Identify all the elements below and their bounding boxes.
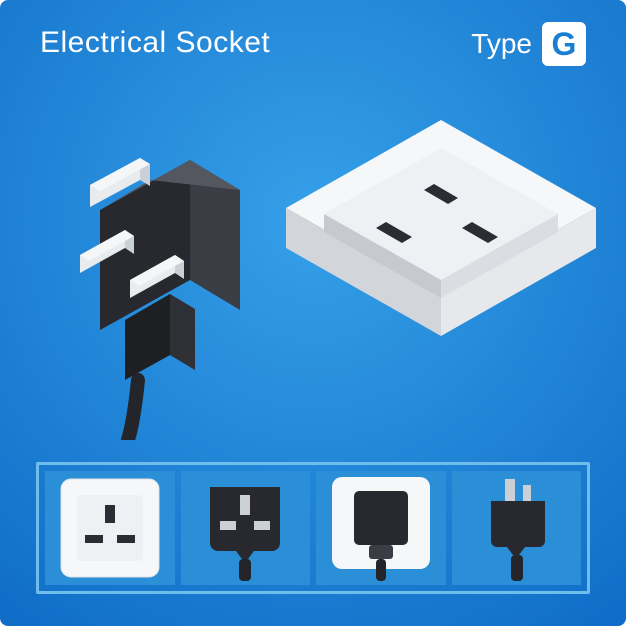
socket-plugged-icon (326, 473, 436, 583)
thumb-socket-front (45, 471, 175, 585)
socket-isometric-icon (276, 110, 606, 440)
plug-side-icon (461, 473, 571, 583)
thumb-socket-plugged (316, 471, 446, 585)
main-illustration (0, 70, 626, 460)
plug-front-icon (190, 473, 300, 583)
infographic-canvas: Electrical Socket Type G (0, 0, 626, 626)
thumb-plug-front (181, 471, 311, 585)
type-badge: G (542, 22, 586, 66)
plug-isometric-icon (30, 80, 270, 440)
type-indicator: Type G (471, 22, 586, 66)
socket-front-icon (55, 473, 165, 583)
thumb-plug-side (452, 471, 582, 585)
type-label: Type (471, 28, 532, 60)
thumbnail-row (36, 462, 590, 594)
page-title: Electrical Socket (40, 26, 270, 60)
